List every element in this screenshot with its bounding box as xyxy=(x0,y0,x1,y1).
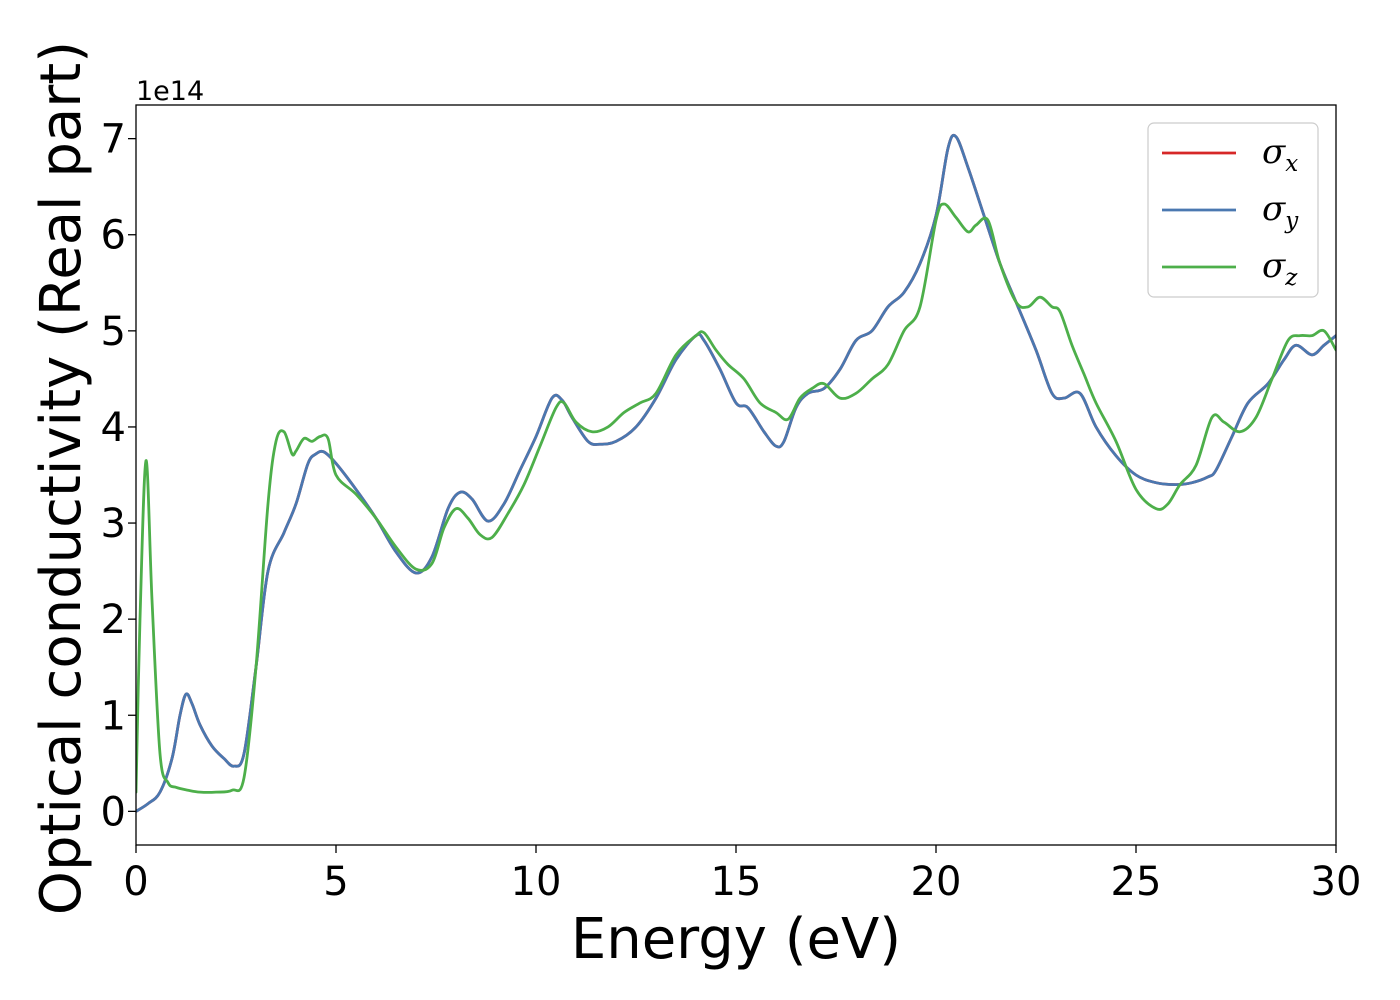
legend-symbol: σ xyxy=(1262,246,1286,286)
x-tick-label: 15 xyxy=(711,859,762,905)
y-axis-ticks: 0 1 2 3 4 5 6 7 xyxy=(101,117,136,835)
y-axis-label: Optical conductivity (Real part) xyxy=(29,41,94,915)
y-tick-label: 0 xyxy=(101,789,126,835)
x-tick-label: 5 xyxy=(323,859,348,905)
legend-label-z: σz xyxy=(1262,246,1298,291)
y-tick-label: 5 xyxy=(101,309,126,355)
x-tick-label: 30 xyxy=(1311,859,1362,905)
series-line-y xyxy=(136,133,1336,813)
x-tick-label: 0 xyxy=(123,859,148,905)
x-tick-label: 20 xyxy=(911,859,962,905)
legend-label-y: σy xyxy=(1262,189,1299,234)
y-tick-label: 3 xyxy=(101,501,126,547)
y-tick-label: 4 xyxy=(101,405,126,451)
y-tick-label: 6 xyxy=(101,213,126,259)
legend-symbol: σ xyxy=(1262,132,1286,172)
y-tick-label: 1 xyxy=(101,693,126,739)
series-line-z xyxy=(136,202,1336,794)
y-tick-label: 2 xyxy=(101,597,126,643)
x-tick-label: 10 xyxy=(511,859,562,905)
legend-subscript: x xyxy=(1285,151,1298,177)
y-axis-multiplier: 1e14 xyxy=(136,76,204,107)
x-axis-label: Energy (eV) xyxy=(571,907,901,972)
legend-symbol: σ xyxy=(1262,189,1286,229)
legend-subscript: y xyxy=(1284,208,1299,234)
y-tick-label: 7 xyxy=(101,117,126,163)
legend-subscript: z xyxy=(1284,265,1298,291)
legend-label-x: σx xyxy=(1262,132,1298,177)
x-axis-ticks: 0 5 10 15 20 25 30 xyxy=(123,845,1361,905)
x-tick-label: 25 xyxy=(1111,859,1162,905)
series-layer xyxy=(136,133,1336,813)
